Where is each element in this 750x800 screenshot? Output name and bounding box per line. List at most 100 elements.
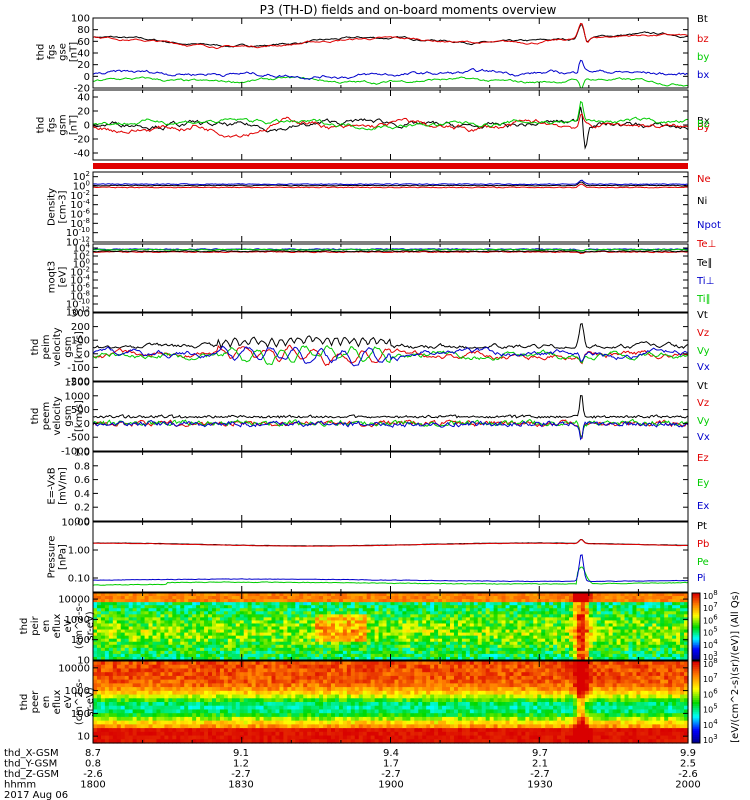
spectrogram-cell <box>390 626 396 631</box>
spectrogram-cell <box>680 638 685 643</box>
spectrogram-cell <box>156 614 162 618</box>
spectrogram-cell <box>100 647 106 652</box>
spectrogram-cell <box>152 617 158 622</box>
spectrogram-cell <box>584 599 590 603</box>
spectrogram-cell <box>656 644 661 649</box>
spectrogram-cell <box>204 702 209 707</box>
spectrogram-cell <box>307 596 312 600</box>
spectrogram-cell <box>596 614 602 618</box>
spectrogram-cell <box>354 626 360 631</box>
spectrogram-cell <box>525 605 530 609</box>
legend-Pb: Pb <box>697 539 709 550</box>
spectrogram-cell <box>461 647 467 652</box>
spectrogram-cell <box>104 716 110 722</box>
spectrogram-cell <box>188 713 193 718</box>
spectrogram-cell <box>172 724 177 729</box>
spectrogram-cell <box>128 629 134 634</box>
spectrogram-cell <box>331 602 336 606</box>
spectrogram-cell <box>323 644 328 649</box>
spectrogram-cell <box>215 623 221 628</box>
spectrogram-cell <box>628 635 634 640</box>
spectrogram-cell <box>164 638 169 643</box>
spectrogram-cell <box>461 599 467 603</box>
spectrogram-cell <box>557 593 562 597</box>
spectrogram-cell <box>410 650 415 655</box>
spectrogram-cell <box>144 611 150 615</box>
spectrogram-cell <box>204 724 209 729</box>
spectrogram-cell <box>108 656 114 661</box>
spectrogram-cell <box>239 650 245 655</box>
spectrogram-cell <box>414 617 419 622</box>
spectrogram-cell <box>104 644 110 649</box>
spectrogram-cell <box>188 623 193 628</box>
spectrogram-cell <box>291 593 296 597</box>
spectrogram-cell <box>489 644 495 649</box>
spectrogram-cell <box>255 739 261 744</box>
spectrogram-cell <box>588 611 594 615</box>
spectrogram-cell <box>295 653 300 658</box>
spectrogram-cell <box>565 599 570 603</box>
spectrogram-cell <box>596 650 602 655</box>
spectrogram-cell <box>100 675 106 681</box>
spectrogram-cell <box>561 611 566 615</box>
spectrogram-cell <box>235 683 241 688</box>
spectrogram-cell <box>259 596 265 600</box>
y-tick-label: 300 <box>71 309 90 320</box>
spectrogram-cell <box>390 593 396 597</box>
spectrogram-cell <box>406 635 411 640</box>
spectrogram-cell <box>144 661 150 666</box>
spectrogram-cell <box>612 635 618 640</box>
spectrogram-cell <box>299 668 304 673</box>
spectrogram-cell <box>311 617 316 622</box>
spectrogram-cell <box>311 653 316 658</box>
spectrogram-cell <box>251 635 257 640</box>
spectrogram-cell <box>469 617 475 622</box>
spectrogram-cell <box>394 596 400 600</box>
spectrogram-cell <box>255 731 261 737</box>
spectrogram-cell <box>243 656 249 661</box>
spectrogram-cell <box>204 656 209 661</box>
spectrogram-cell <box>100 668 106 673</box>
spectrogram-cell <box>295 599 300 603</box>
spectrogram-cell <box>569 647 574 652</box>
y-axis-label: peem <box>41 402 52 430</box>
spectrogram-cell <box>208 664 213 670</box>
spectrogram-cell <box>231 626 237 631</box>
spectrogram-cell <box>120 724 126 729</box>
spectrogram-cell <box>311 599 316 603</box>
spectrogram-cell <box>453 614 459 618</box>
spectrogram-cell <box>247 679 253 684</box>
spectrogram-cell <box>370 617 376 622</box>
spectrogram-cell <box>406 629 411 634</box>
spectrogram-cell <box>204 679 209 684</box>
spectrogram-cell <box>624 611 630 615</box>
spectrogram-cell <box>140 629 146 634</box>
spectrogram-cell <box>572 644 578 649</box>
spectrogram-cell <box>227 650 233 655</box>
spectrogram-cell <box>442 626 447 631</box>
spectrogram-cell <box>668 644 673 649</box>
spectrogram-cell <box>116 602 122 606</box>
spectrogram-cell <box>132 661 138 666</box>
spectrogram-cell <box>96 661 102 666</box>
spectrogram-cell <box>311 650 316 655</box>
legend-Bz: Bz <box>697 119 709 130</box>
spectrogram-cell <box>235 716 241 722</box>
spectrogram-cell <box>366 623 372 628</box>
spectrogram-cell <box>620 614 626 618</box>
spectrogram-cell <box>402 629 407 634</box>
spectrogram-cell <box>418 593 423 597</box>
spectrogram-cell <box>624 635 630 640</box>
spectrogram-cell <box>144 626 150 631</box>
spectrogram-cell <box>457 626 463 631</box>
spectrogram-cell <box>307 599 312 603</box>
spectrogram-cell <box>263 705 269 711</box>
spectrogram-cell <box>231 632 237 637</box>
spectrogram-cell <box>231 668 237 673</box>
spectrogram-cell <box>144 617 150 622</box>
spectrogram-cell <box>418 626 423 631</box>
spectrogram-cell <box>481 623 487 628</box>
spectrogram-cell <box>684 602 689 606</box>
spectrogram-cell <box>319 611 324 615</box>
spectrogram-cell <box>553 617 558 622</box>
